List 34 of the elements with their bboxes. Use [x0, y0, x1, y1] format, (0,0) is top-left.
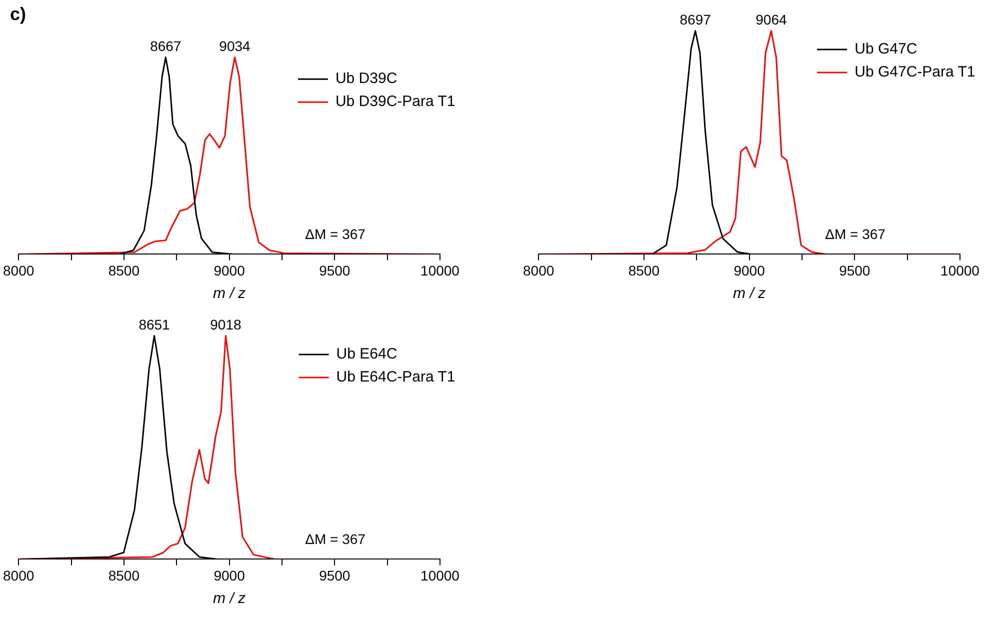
- annotation: ΔM = 367: [305, 531, 366, 548]
- x-tick-label: 9000: [214, 567, 246, 584]
- legend-label: Ub E64C-Para T1: [336, 368, 456, 386]
- x-tick-label: 8000: [2, 567, 34, 584]
- x-tick-label: 9000: [734, 262, 766, 278]
- annotation: 9034: [219, 38, 251, 54]
- annotation: 8697: [680, 12, 712, 28]
- legend-label: Ub G47C-Para T1: [854, 64, 976, 81]
- annotation: 8667: [150, 38, 182, 54]
- x-axis-title: m / z: [213, 285, 246, 302]
- x-tick-label: 9500: [319, 567, 350, 584]
- x-tick-label: 8500: [108, 262, 140, 278]
- x-tick-label: 10000: [420, 262, 460, 278]
- x-axis-title: m / z: [733, 285, 766, 302]
- annotation: 9064: [756, 12, 787, 28]
- legend-label: Ub E64C: [336, 346, 398, 363]
- x-tick-label: 10000: [940, 262, 980, 278]
- annotation: 9018: [210, 316, 242, 333]
- annotation: 8651: [138, 316, 170, 333]
- x-tick-label: 9500: [839, 262, 870, 278]
- x-tick-label: 8500: [108, 567, 140, 584]
- x-tick-label: 8000: [522, 262, 554, 278]
- x-tick-label: 10000: [420, 567, 460, 584]
- x-axis-title: m / z: [213, 590, 246, 608]
- chart-title: c): [10, 4, 26, 24]
- x-tick-label: 8500: [628, 262, 660, 278]
- legend-label: Ub G47C: [854, 40, 918, 58]
- legend-label: Ub D39C-Para T1: [335, 93, 456, 110]
- annotation: ΔM = 367: [305, 226, 366, 242]
- x-tick-label: 9000: [214, 262, 246, 278]
- x-tick-label: 9500: [319, 262, 350, 278]
- annotation: ΔM = 367: [825, 226, 886, 242]
- x-tick-label: 8000: [2, 262, 34, 278]
- legend-label: Ub D39C: [335, 70, 398, 88]
